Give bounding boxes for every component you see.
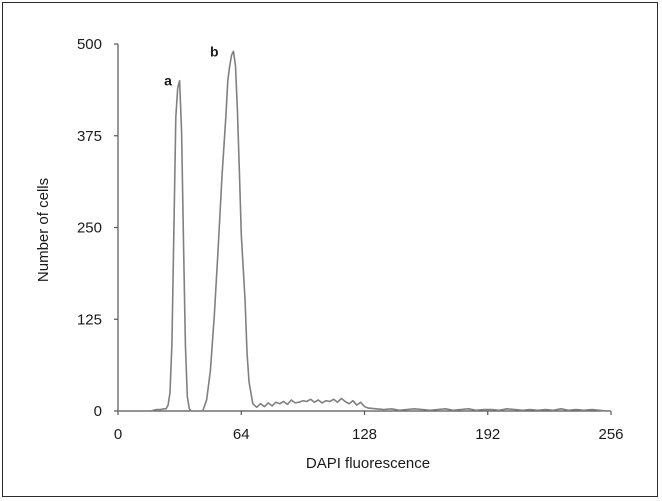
x-tick-label: 0: [114, 426, 122, 443]
peak-label-b: b: [210, 43, 219, 59]
series-line: [118, 50, 611, 412]
y-tick-label: 0: [94, 403, 102, 420]
annotations: ab: [164, 43, 218, 88]
x-tick-label: 192: [475, 426, 500, 443]
x-tick-label: 128: [352, 426, 377, 443]
y-tick-label: 375: [77, 128, 102, 145]
y-tick-labels: 0 125 250 375 500: [77, 36, 102, 420]
x-tick-label: 64: [233, 426, 250, 443]
series-group: [118, 50, 611, 412]
y-tick-label: 500: [77, 36, 102, 53]
y-tick-label: 125: [77, 311, 102, 328]
chart-frame: [2, 2, 658, 497]
y-tick-label: 250: [77, 220, 102, 237]
x-tick-label: 256: [598, 426, 623, 443]
axes: [114, 43, 612, 415]
x-axis-label: DAPI fluorescence: [306, 455, 430, 472]
peak-label-a: a: [164, 73, 172, 89]
x-tick-labels: 0 64 128 192 256: [114, 426, 624, 443]
y-axis-label: Number of cells: [35, 178, 52, 282]
